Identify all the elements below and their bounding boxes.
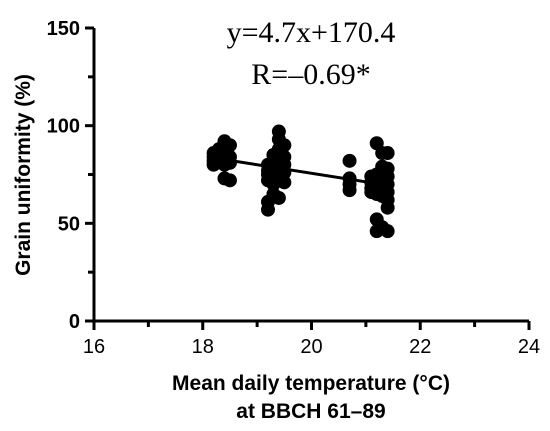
y-tick-label: 100: [47, 116, 80, 138]
x-axis-label: Mean daily temperature (°C): [172, 372, 450, 395]
x-tick-label: 20: [300, 336, 322, 358]
x-tick-label: 16: [83, 336, 105, 358]
x-tick-label: 18: [192, 336, 214, 358]
data-point: [222, 138, 237, 153]
data-point: [380, 224, 395, 239]
y-tick-label: 0: [69, 311, 80, 333]
data-point: [261, 202, 275, 217]
data-point: [222, 155, 237, 170]
data-point: [380, 200, 395, 215]
data-point: [271, 190, 286, 205]
data-point: [277, 138, 292, 153]
correlation-coefficient: R=–0.69*: [251, 58, 370, 91]
plot-area: [206, 124, 395, 239]
x-tick-label: 24: [518, 336, 540, 358]
data-point: [380, 146, 395, 161]
regression-equation: y=4.7x+170.4: [227, 16, 396, 49]
x-axis-label-line2: at BBCH 61–89: [236, 400, 385, 423]
y-tick-label: 50: [58, 213, 80, 235]
x-tick-label: 22: [409, 336, 431, 358]
data-point: [342, 183, 357, 198]
y-tick-label: 150: [47, 18, 80, 40]
axis-ticks: 16 18 20 22 24 0 50 100 150: [47, 18, 541, 358]
y-axis-label: Grain uniformity (%): [12, 74, 35, 276]
data-point: [342, 153, 357, 168]
data-point: [222, 173, 237, 188]
regression-line: [213, 156, 388, 187]
data-point: [277, 175, 292, 190]
